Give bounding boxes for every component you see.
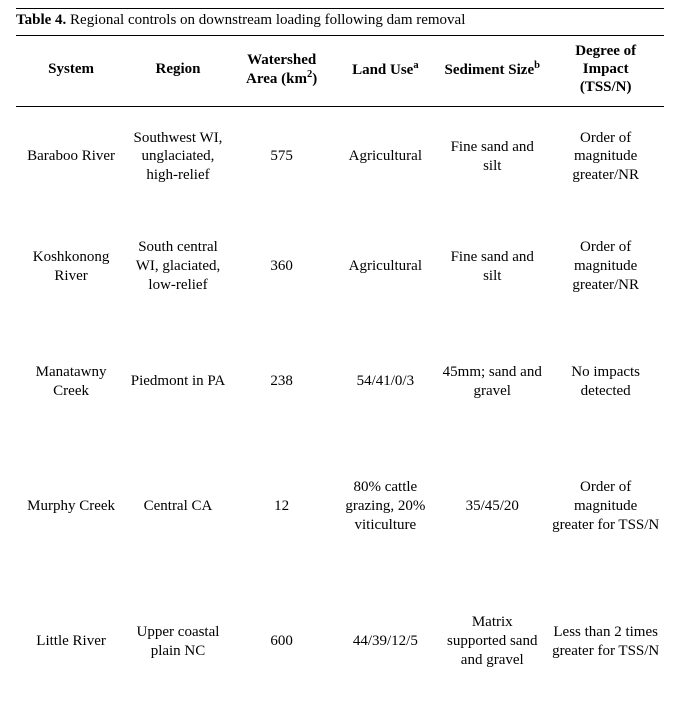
cell-sediment: Matrix supported sand and gravel xyxy=(437,577,547,707)
table-body: Baraboo RiverSouthwest WI, unglaciated, … xyxy=(16,107,664,707)
cell-system: Little River xyxy=(16,577,126,707)
cell-impact: Order of magnitude greater/NR xyxy=(547,107,664,207)
page-container: Table 4. Regional controls on downstream… xyxy=(0,0,680,672)
cell-region: Piedmont in PA xyxy=(126,327,230,437)
cell-landuse: 44/39/12/5 xyxy=(334,577,438,707)
col-landuse-sup: a xyxy=(413,60,418,71)
col-watershed: Watershed Area (km2) xyxy=(230,36,334,107)
col-sediment: Sediment Sizeb xyxy=(437,36,547,107)
col-watershed-prefix: Watershed Area (km xyxy=(246,52,316,87)
cell-area: 12 xyxy=(230,437,334,577)
cell-landuse: 54/41/0/3 xyxy=(334,327,438,437)
caption-text: Regional controls on downstream loading … xyxy=(66,12,465,28)
cell-area: 360 xyxy=(230,207,334,327)
cell-impact: Less than 2 times greater for TSS/N xyxy=(547,577,664,707)
caption-prefix: Table 4. xyxy=(16,12,66,28)
cell-system: Baraboo River xyxy=(16,107,126,207)
col-region-label: Region xyxy=(155,61,200,77)
col-impact-l2: (TSS/N) xyxy=(580,79,632,95)
cell-landuse: 80% cattle grazing, 20% viticulture xyxy=(334,437,438,577)
col-system-label: System xyxy=(48,61,94,77)
cell-area: 600 xyxy=(230,577,334,707)
col-impact-l1: Degree of Impact xyxy=(575,43,636,77)
cell-region: Central CA xyxy=(126,437,230,577)
col-sediment-sup: b xyxy=(534,60,540,71)
col-region: Region xyxy=(126,36,230,107)
col-sediment-prefix: Sediment Size xyxy=(445,62,535,78)
cell-sediment: Fine sand and silt xyxy=(437,207,547,327)
cell-sediment: Fine sand and silt xyxy=(437,107,547,207)
cell-landuse: Agricultural xyxy=(334,107,438,207)
col-landuse: Land Usea xyxy=(334,36,438,107)
col-system: System xyxy=(16,36,126,107)
cell-impact: Order of magnitude greater/NR xyxy=(547,207,664,327)
table-row: Baraboo RiverSouthwest WI, unglaciated, … xyxy=(16,107,664,207)
col-watershed-suffix: ) xyxy=(312,71,317,87)
table-row: Koshkonong RiverSouth central WI, glacia… xyxy=(16,207,664,327)
cell-region: Upper coastal plain NC xyxy=(126,577,230,707)
cell-region: Southwest WI, unglaciated, high-relief xyxy=(126,107,230,207)
col-impact: Degree of Impact (TSS/N) xyxy=(547,36,664,107)
table-row: Manatawny CreekPiedmont in PA23854/41/0/… xyxy=(16,327,664,437)
cell-area: 238 xyxy=(230,327,334,437)
col-landuse-prefix: Land Use xyxy=(352,62,413,78)
data-table: System Region Watershed Area (km2) Land … xyxy=(16,35,664,707)
table-caption: Table 4. Regional controls on downstream… xyxy=(16,8,664,35)
cell-area: 575 xyxy=(230,107,334,207)
cell-sediment: 45mm; sand and gravel xyxy=(437,327,547,437)
cell-landuse: Agricultural xyxy=(334,207,438,327)
cell-sediment: 35/45/20 xyxy=(437,437,547,577)
cell-region: South central WI, glaciated, low-relief xyxy=(126,207,230,327)
table-header-row: System Region Watershed Area (km2) Land … xyxy=(16,36,664,107)
table-row: Murphy CreekCentral CA1280% cattle grazi… xyxy=(16,437,664,577)
cell-impact: No impacts detected xyxy=(547,327,664,437)
cell-impact: Order of magnitude greater for TSS/N xyxy=(547,437,664,577)
cell-system: Koshkonong River xyxy=(16,207,126,327)
table-row: Little RiverUpper coastal plain NC60044/… xyxy=(16,577,664,707)
cell-system: Manatawny Creek xyxy=(16,327,126,437)
cell-system: Murphy Creek xyxy=(16,437,126,577)
